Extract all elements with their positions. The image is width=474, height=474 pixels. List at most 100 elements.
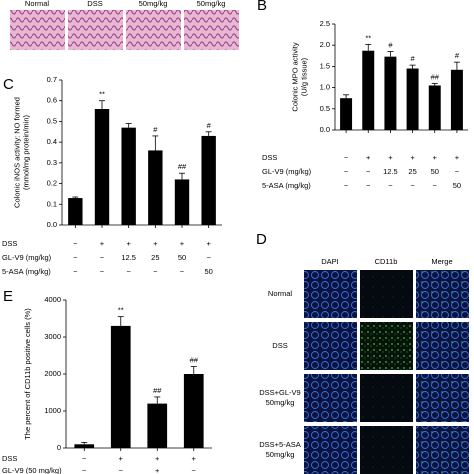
y-tick-label: 1.0: [320, 83, 330, 92]
row-cell: −: [100, 253, 105, 262]
row-label: DSS+GL-V9: [259, 388, 300, 397]
row-cell: 12.5: [383, 167, 398, 176]
y-tick-label: 0.2: [47, 179, 57, 188]
micrograph: [416, 270, 469, 318]
y-tick-label: 0.5: [47, 116, 57, 125]
significance-label: #: [388, 41, 393, 50]
bar: [148, 150, 163, 225]
significance-label: ##: [431, 72, 440, 81]
row-cell: −: [410, 181, 415, 190]
bar: [340, 98, 353, 130]
significance-label: **: [365, 33, 371, 42]
row-cell: −: [82, 466, 87, 474]
histology-image: [68, 10, 123, 50]
y-tick-label: 3000: [44, 332, 61, 341]
row-cell: +: [100, 239, 105, 248]
row-cell: −: [366, 181, 371, 190]
y-axis-label: (U/g tissue): [299, 57, 308, 96]
row-cell: −: [433, 181, 438, 190]
row-cell: +: [180, 239, 185, 248]
row-label: 50mg/kg: [266, 450, 295, 459]
row-label: DSS+5-ASA: [259, 440, 300, 449]
bar: [94, 109, 110, 225]
row-cell: −: [192, 466, 197, 474]
row-cell: +: [388, 153, 393, 162]
micrograph: [360, 374, 413, 422]
significance-label: #: [153, 125, 158, 134]
significance-label: #: [207, 121, 212, 130]
row-cell: 25: [408, 167, 416, 176]
micrograph: [360, 322, 413, 370]
significance-label: #: [410, 54, 415, 63]
histology-image: [10, 10, 65, 50]
row-label: GL-V9 (50 mg/kg): [2, 466, 62, 474]
bar: [362, 50, 375, 130]
row-cell: −: [388, 181, 393, 190]
bar: [68, 198, 83, 225]
row-cell: +: [126, 239, 131, 248]
row-label: GL-V9 (mg/kg): [2, 253, 52, 262]
row-cell: −: [344, 153, 349, 162]
row-cell: −: [73, 267, 78, 276]
bar: [121, 127, 136, 225]
bar: [110, 325, 131, 448]
column-header: Merge: [431, 257, 452, 266]
y-tick-label: 1.5: [320, 61, 330, 70]
row-cell: +: [366, 153, 371, 162]
row-cell: −: [344, 167, 349, 176]
row-cell: 50: [431, 167, 439, 176]
y-tick-label: 2.5: [320, 19, 330, 28]
row-cell: +: [155, 454, 160, 463]
row-cell: +: [206, 239, 211, 248]
y-tick-label: 0.7: [47, 75, 57, 84]
panel-letter: D: [256, 231, 267, 248]
row-cell: 50: [453, 181, 461, 190]
bar: [450, 69, 463, 130]
y-tick-label: 0.6: [47, 96, 57, 105]
row-cell: −: [366, 167, 371, 176]
y-axis-label: The percent of CD11b positive cells (%): [23, 308, 32, 440]
row-cell: −: [153, 267, 158, 276]
row-cell: 25: [151, 253, 159, 262]
row-cell: +: [455, 153, 460, 162]
row-cell: −: [126, 267, 131, 276]
row-label: DSS: [262, 153, 277, 162]
image-label: 50mg/kg: [197, 0, 226, 8]
bar: [183, 374, 204, 448]
row-cell: +: [192, 454, 197, 463]
histology-image: [184, 10, 239, 50]
micrograph: [304, 374, 357, 422]
row-label: DSS: [272, 341, 287, 350]
significance-label: **: [99, 90, 105, 99]
column-header: DAPI: [321, 257, 339, 266]
row-label: Normal: [268, 289, 293, 298]
bar-chart: C Colonic iNOS activity: NO formed (mmol/m…: [2, 75, 222, 276]
bar: [406, 68, 419, 130]
significance-label: ##: [190, 356, 199, 365]
column-header: CD11b: [375, 257, 398, 266]
image-label: Normal: [25, 0, 50, 8]
row-cell: 12.5: [121, 253, 136, 262]
row-label: GL-V9 (mg/kg): [262, 167, 312, 176]
panel-a: Normal DSS 50mg/kg 50mg/kg: [10, 0, 239, 50]
y-tick-label: 4000: [44, 295, 61, 304]
row-label: 50mg/kg: [266, 398, 295, 407]
panel-letter: E: [3, 288, 13, 305]
row-label: DSS: [2, 239, 17, 248]
row-cell: −: [100, 267, 105, 276]
row-cell: +: [410, 153, 415, 162]
bar-chart: B Colonic MPO activity (U/g tissue) 0.0 0.5 1…: [257, 0, 468, 190]
significance-label: #: [455, 51, 460, 60]
y-tick-label: 0.0: [47, 220, 57, 229]
row-cell: 50: [204, 267, 212, 276]
y-tick-label: 0.0: [320, 125, 330, 134]
histology-image: [126, 10, 181, 50]
row-cell: 50: [178, 253, 186, 262]
y-tick-label: 0: [57, 443, 61, 452]
significance-label: **: [118, 306, 124, 315]
micrograph: [360, 270, 413, 318]
row-cell: −: [73, 239, 78, 248]
row-cell: −: [82, 454, 87, 463]
